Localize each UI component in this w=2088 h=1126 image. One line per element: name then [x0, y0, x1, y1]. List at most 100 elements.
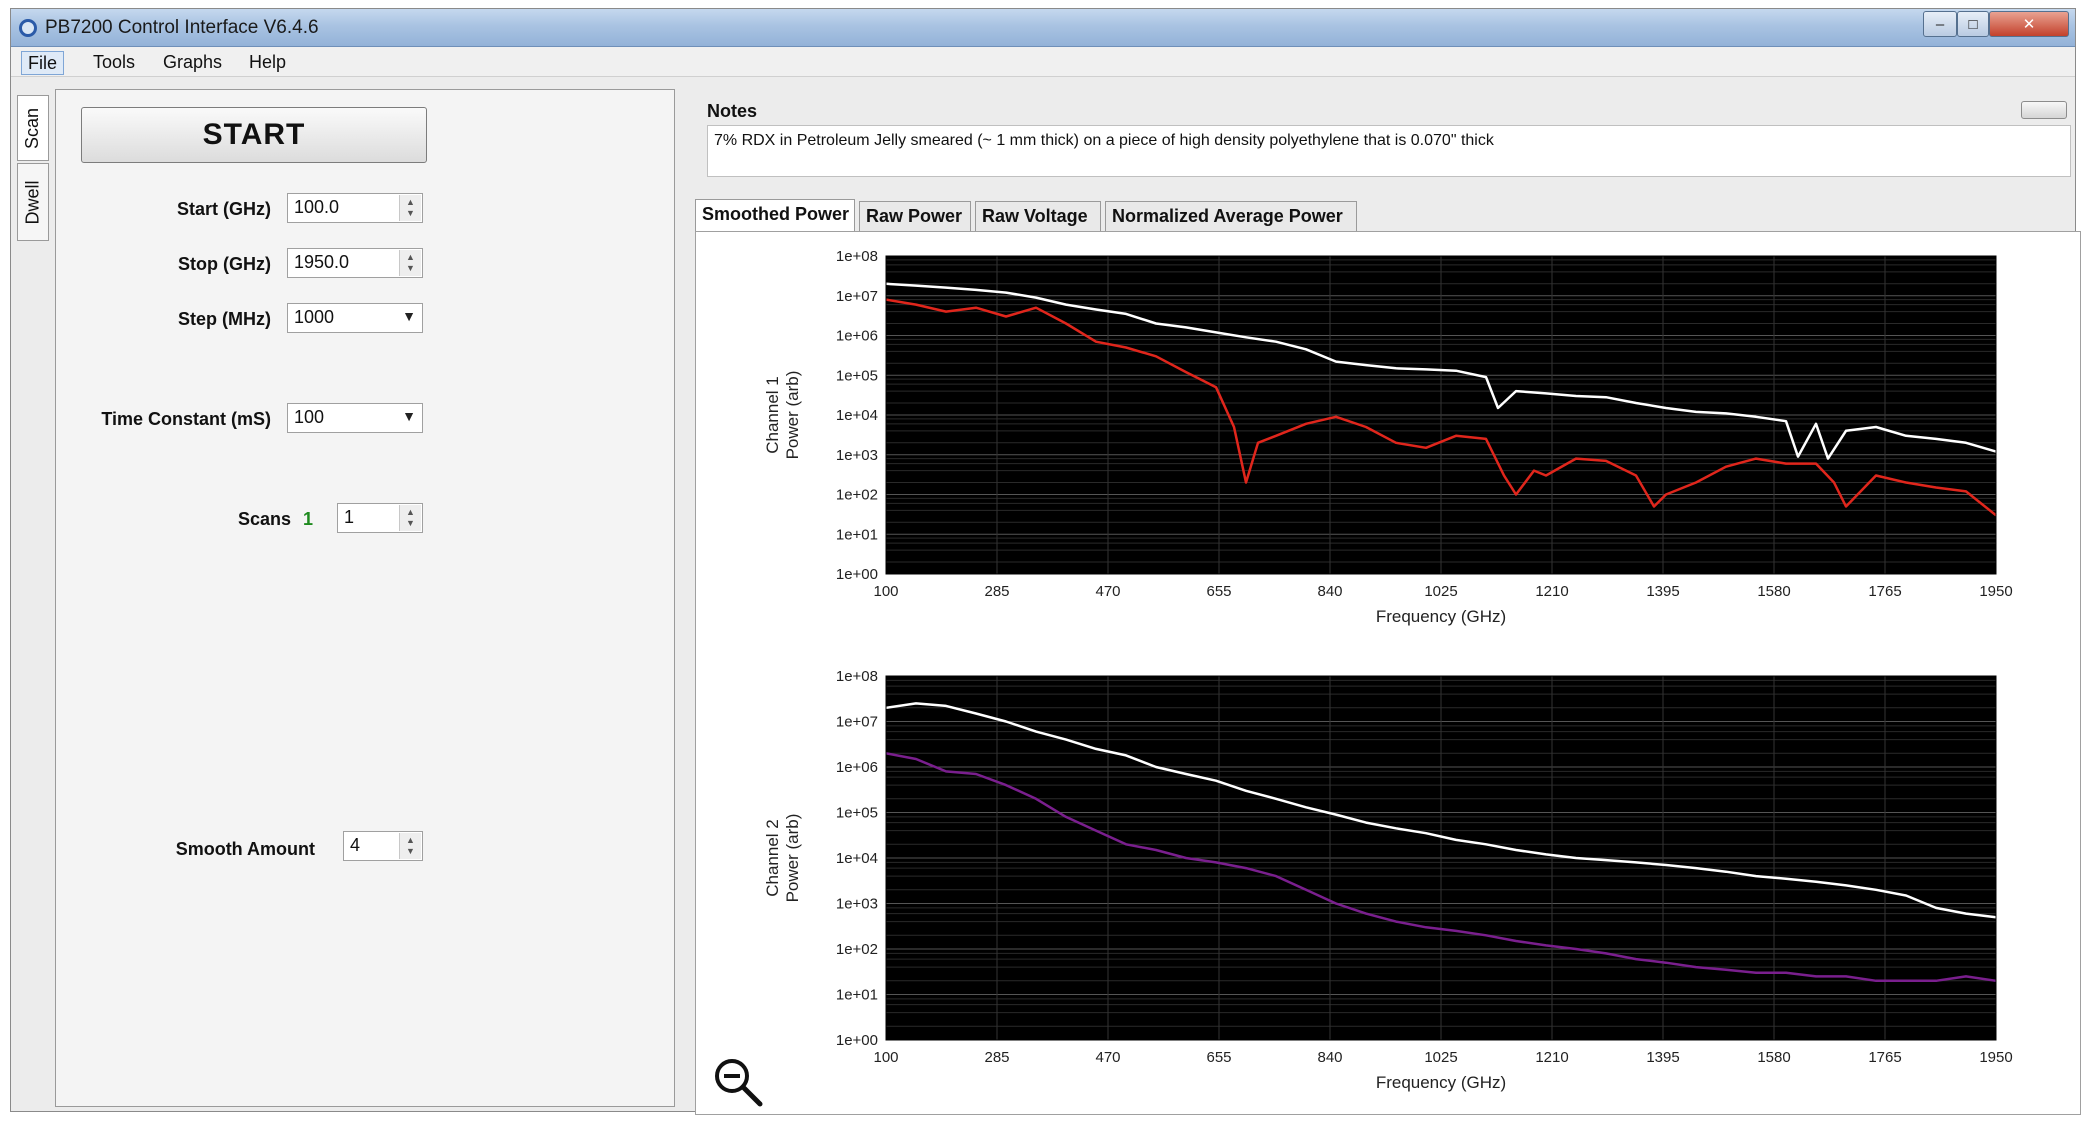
scans-label: Scans — [237, 509, 291, 529]
smooth-amount-field[interactable]: 4 ▲ ▼ — [343, 831, 423, 861]
spin-up-icon: ▲ — [406, 507, 415, 517]
y-tick-label: 1e+00 — [836, 1032, 878, 1049]
maximize-button[interactable]: □ — [1957, 11, 1989, 37]
x-tick-label: 1950 — [1979, 1049, 2012, 1066]
spin-down-icon: ▼ — [406, 518, 415, 528]
smooth-spinner[interactable]: ▲ ▼ — [399, 833, 421, 859]
time-constant-label: Time Constant (mS) — [101, 409, 271, 429]
x-tick-label: 285 — [984, 1049, 1009, 1066]
stop-spinner[interactable]: ▲ ▼ — [399, 250, 421, 276]
x-tick-label: 840 — [1317, 583, 1342, 600]
zoom-out-icon[interactable] — [708, 1052, 768, 1112]
x-axis-label: Frequency (GHz) — [1376, 607, 1506, 626]
x-tick-label: 1765 — [1868, 583, 1901, 600]
start-field[interactable]: 100.0 ▲ ▼ — [287, 193, 423, 223]
scans-field[interactable]: 1 ▲ ▼ — [337, 503, 423, 533]
start-spinner[interactable]: ▲ ▼ — [399, 195, 421, 221]
scans-value: 1 — [344, 507, 355, 527]
y-tick-label: 1e+08 — [836, 668, 878, 685]
x-tick-label: 1210 — [1535, 1049, 1568, 1066]
y-tick-label: 1e+04 — [836, 407, 878, 424]
step-select[interactable]: 1000 ▼ — [287, 303, 423, 333]
menu-help[interactable]: Help — [249, 52, 287, 72]
close-button[interactable]: ✕ — [1989, 11, 2069, 37]
x-tick-label: 100 — [873, 1049, 898, 1066]
dropdown-arrow-icon: ▼ — [402, 408, 416, 424]
title-bar: PB7200 Control Interface V6.4.6 – □ ✕ — [11, 9, 2075, 47]
x-tick-label: 1395 — [1646, 1049, 1679, 1066]
y-tick-label: 1e+08 — [836, 248, 878, 265]
side-tab-scan-label: Scan — [22, 107, 43, 149]
series-line-2-2 — [885, 752, 1997, 983]
side-tab-dwell[interactable]: Dwell — [17, 163, 49, 241]
notes-textbox[interactable]: 7% RDX in Petroleum Jelly smeared (~ 1 m… — [707, 125, 2071, 177]
stop-field[interactable]: 1950.0 ▲ ▼ — [287, 248, 423, 278]
tab-smoothed-power[interactable]: Smoothed Power — [695, 199, 855, 231]
spin-up-icon: ▲ — [406, 252, 415, 262]
x-tick-label: 1025 — [1424, 1049, 1457, 1066]
menu-file[interactable]: File — [21, 51, 65, 75]
menu-tools[interactable]: Tools — [93, 52, 136, 72]
y-tick-label: 1e+03 — [836, 896, 878, 913]
x-tick-label: 470 — [1095, 583, 1120, 600]
x-tick-label: 655 — [1206, 1049, 1231, 1066]
y-tick-label: 1e+02 — [836, 487, 878, 504]
y-tick-label: 1e+01 — [836, 526, 878, 543]
x-tick-label: 100 — [873, 583, 898, 600]
side-tab-scan[interactable]: Scan — [17, 95, 49, 161]
spin-up-icon: ▲ — [406, 835, 415, 845]
x-tick-label: 285 — [984, 583, 1009, 600]
y-tick-label: 1e+03 — [836, 447, 878, 464]
step-value: 1000 — [294, 307, 335, 327]
y-tick-label: 1e+01 — [836, 987, 878, 1004]
spin-down-icon: ▼ — [406, 846, 415, 856]
y-axis-label: Channel 2 — [763, 819, 782, 897]
y-axis-label: Power (arb) — [783, 814, 802, 903]
scans-spinner[interactable]: ▲ ▼ — [399, 505, 421, 531]
step-label: Step (MHz) — [178, 309, 271, 329]
app-icon — [19, 19, 37, 37]
side-tab-dwell-label: Dwell — [22, 179, 43, 225]
y-axis-label: Power (arb) — [783, 371, 802, 460]
scans-count: 1 — [303, 509, 314, 529]
menu-bar: File Tools Graphs Help — [11, 47, 2075, 77]
x-tick-label: 1580 — [1757, 583, 1790, 600]
notes-label: Notes — [707, 101, 758, 121]
notes-button[interactable] — [2021, 101, 2067, 119]
stop-value: 1950.0 — [294, 252, 350, 272]
minimize-button[interactable]: – — [1923, 11, 1957, 37]
scan-settings-panel — [55, 89, 675, 1107]
x-tick-label: 470 — [1095, 1049, 1120, 1066]
plot-border — [885, 675, 1997, 1041]
tab-normalized-average-power[interactable]: Normalized Average Power — [1105, 201, 1357, 231]
series-line-2-1 — [885, 702, 1997, 919]
stop-label: Stop (GHz) — [178, 254, 271, 274]
x-tick-label: 840 — [1317, 1049, 1342, 1066]
x-axis-label: Frequency (GHz) — [1376, 1073, 1506, 1092]
tab-raw-power[interactable]: Raw Power — [859, 201, 971, 231]
smooth-amount-value: 4 — [350, 835, 361, 855]
x-tick-label: 1395 — [1646, 583, 1679, 600]
smooth-amount-label: Smooth Amount — [175, 839, 315, 859]
spin-up-icon: ▲ — [406, 197, 415, 207]
start-button[interactable]: START — [81, 107, 427, 163]
window-title: PB7200 Control Interface V6.4.6 — [45, 17, 319, 38]
y-tick-label: 1e+07 — [836, 714, 878, 731]
time-constant-select[interactable]: 100 ▼ — [287, 403, 423, 433]
y-tick-label: 1e+06 — [836, 759, 878, 776]
y-axis-label: Channel 1 — [763, 376, 782, 454]
time-constant-value: 100 — [294, 407, 325, 427]
y-tick-label: 1e+02 — [836, 941, 878, 958]
menu-graphs[interactable]: Graphs — [163, 52, 223, 72]
start-label: Start (GHz) — [177, 199, 271, 219]
y-tick-label: 1e+04 — [836, 850, 878, 867]
x-tick-label: 1950 — [1979, 583, 2012, 600]
y-tick-label: 1e+07 — [836, 288, 878, 305]
side-tab-strip: Scan Dwell — [17, 95, 51, 245]
y-tick-label: 1e+00 — [836, 566, 878, 583]
y-tick-label: 1e+06 — [836, 328, 878, 345]
start-value: 100.0 — [294, 197, 340, 217]
tab-raw-voltage[interactable]: Raw Voltage — [975, 201, 1101, 231]
plots-svg: 1e+00 1e+01 1e+02 1e+03 1e+04 1e+05 1e+06 1e+07… — [763, 248, 2013, 1092]
app-window: PB7200 Control Interface V6.4.6 – □ ✕ Fi… — [10, 8, 2081, 1115]
